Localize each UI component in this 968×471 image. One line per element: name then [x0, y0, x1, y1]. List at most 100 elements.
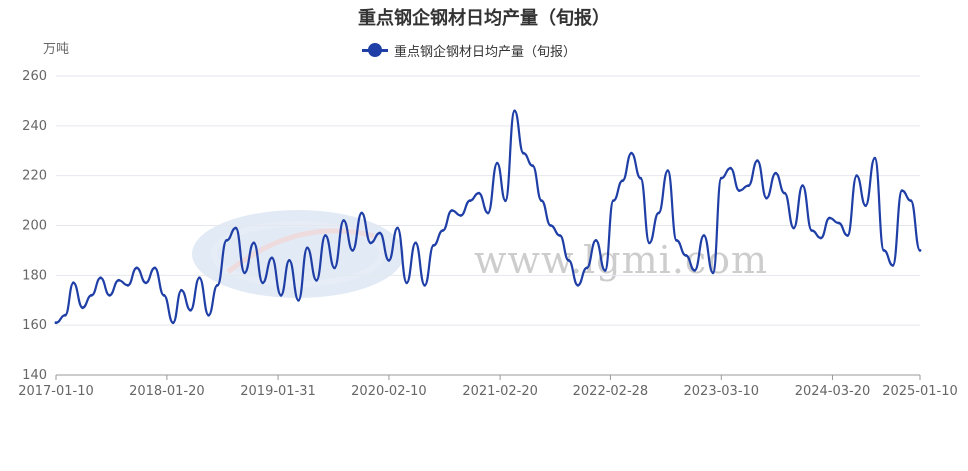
- data-point[interactable]: [387, 259, 391, 262]
- data-point[interactable]: [719, 176, 723, 180]
- data-point[interactable]: [162, 293, 166, 297]
- data-point[interactable]: [693, 269, 697, 272]
- data-point[interactable]: [837, 221, 841, 225]
- data-point[interactable]: [198, 276, 201, 280]
- y-tick-label: 240: [22, 119, 47, 134]
- data-point[interactable]: [684, 254, 688, 257]
- data-point[interactable]: [287, 259, 291, 262]
- data-point[interactable]: [414, 241, 417, 245]
- data-point[interactable]: [117, 278, 121, 282]
- data-point[interactable]: [576, 283, 580, 287]
- data-point[interactable]: [540, 199, 543, 203]
- data-point[interactable]: [774, 171, 778, 175]
- data-point[interactable]: [900, 189, 904, 193]
- data-point[interactable]: [171, 321, 175, 325]
- data-point[interactable]: [594, 239, 598, 242]
- data-point[interactable]: [405, 281, 409, 285]
- data-point[interactable]: [342, 219, 346, 222]
- data-point[interactable]: [126, 283, 130, 287]
- data-point[interactable]: [675, 239, 678, 242]
- data-point[interactable]: [630, 151, 633, 155]
- data-point[interactable]: [621, 179, 624, 183]
- data-point[interactable]: [486, 211, 490, 215]
- data-point[interactable]: [495, 161, 499, 165]
- data-point[interactable]: [702, 234, 706, 237]
- data-point[interactable]: [873, 156, 877, 160]
- data-point[interactable]: [864, 204, 867, 208]
- data-point[interactable]: [243, 271, 247, 275]
- data-point[interactable]: [279, 293, 283, 297]
- data-point[interactable]: [801, 184, 804, 188]
- data-point[interactable]: [711, 271, 715, 275]
- data-point[interactable]: [297, 298, 300, 302]
- data-point[interactable]: [234, 226, 238, 230]
- data-point[interactable]: [81, 306, 84, 310]
- data-point[interactable]: [657, 211, 660, 215]
- data-point[interactable]: [585, 266, 589, 270]
- data-point[interactable]: [72, 281, 75, 285]
- data-point[interactable]: [765, 196, 768, 200]
- data-point[interactable]: [360, 211, 364, 215]
- data-point[interactable]: [432, 244, 435, 247]
- data-point[interactable]: [819, 236, 823, 240]
- data-point[interactable]: [135, 266, 139, 270]
- data-point[interactable]: [747, 184, 750, 188]
- data-point[interactable]: [90, 293, 93, 297]
- data-point[interactable]: [99, 276, 102, 280]
- data-point[interactable]: [378, 231, 382, 235]
- data-point[interactable]: [423, 283, 427, 287]
- data-point[interactable]: [792, 226, 796, 230]
- data-point[interactable]: [603, 269, 607, 272]
- data-point[interactable]: [63, 313, 67, 317]
- data-point[interactable]: [441, 229, 445, 232]
- data-point[interactable]: [153, 266, 157, 270]
- data-point[interactable]: [531, 164, 534, 168]
- data-point[interactable]: [756, 159, 759, 163]
- data-point[interactable]: [261, 281, 265, 285]
- data-point[interactable]: [351, 249, 354, 252]
- data-point[interactable]: [54, 321, 58, 325]
- data-point[interactable]: [513, 109, 516, 113]
- data-point[interactable]: [459, 214, 463, 217]
- data-point[interactable]: [369, 241, 372, 245]
- data-point[interactable]: [648, 241, 651, 245]
- data-point[interactable]: [729, 166, 732, 170]
- data-point[interactable]: [144, 281, 148, 285]
- data-point[interactable]: [333, 266, 336, 270]
- data-point[interactable]: [549, 224, 553, 227]
- data-point[interactable]: [468, 199, 472, 203]
- data-point[interactable]: [180, 288, 183, 292]
- data-point[interactable]: [639, 176, 642, 180]
- y-axis-ticks: 140 160 180 200 220 240 260: [22, 69, 47, 383]
- data-point[interactable]: [477, 191, 481, 195]
- data-point[interactable]: [522, 151, 525, 155]
- data-point[interactable]: [108, 293, 111, 297]
- data-point[interactable]: [783, 191, 786, 195]
- data-point[interactable]: [918, 249, 922, 252]
- data-point[interactable]: [504, 199, 507, 203]
- data-point[interactable]: [207, 313, 211, 317]
- data-point[interactable]: [225, 239, 229, 242]
- data-point[interactable]: [846, 234, 849, 237]
- data-point[interactable]: [189, 308, 192, 312]
- legend[interactable]: 重点钢企钢材日均产量（旬报）: [362, 42, 576, 60]
- data-point[interactable]: [252, 241, 256, 245]
- data-point[interactable]: [305, 246, 309, 250]
- data-point[interactable]: [737, 189, 741, 193]
- data-point[interactable]: [216, 283, 219, 287]
- data-point[interactable]: [891, 264, 895, 267]
- data-point[interactable]: [810, 229, 814, 232]
- data-point[interactable]: [828, 216, 831, 220]
- data-point[interactable]: [855, 174, 859, 178]
- data-point[interactable]: [882, 249, 886, 252]
- data-point[interactable]: [270, 256, 274, 260]
- data-point[interactable]: [612, 199, 615, 203]
- data-point[interactable]: [666, 169, 670, 173]
- data-point[interactable]: [315, 278, 318, 282]
- data-point[interactable]: [567, 259, 571, 262]
- data-point[interactable]: [558, 234, 562, 237]
- data-point[interactable]: [450, 209, 454, 212]
- data-point[interactable]: [909, 199, 913, 203]
- data-point[interactable]: [324, 234, 327, 237]
- data-point[interactable]: [396, 226, 399, 230]
